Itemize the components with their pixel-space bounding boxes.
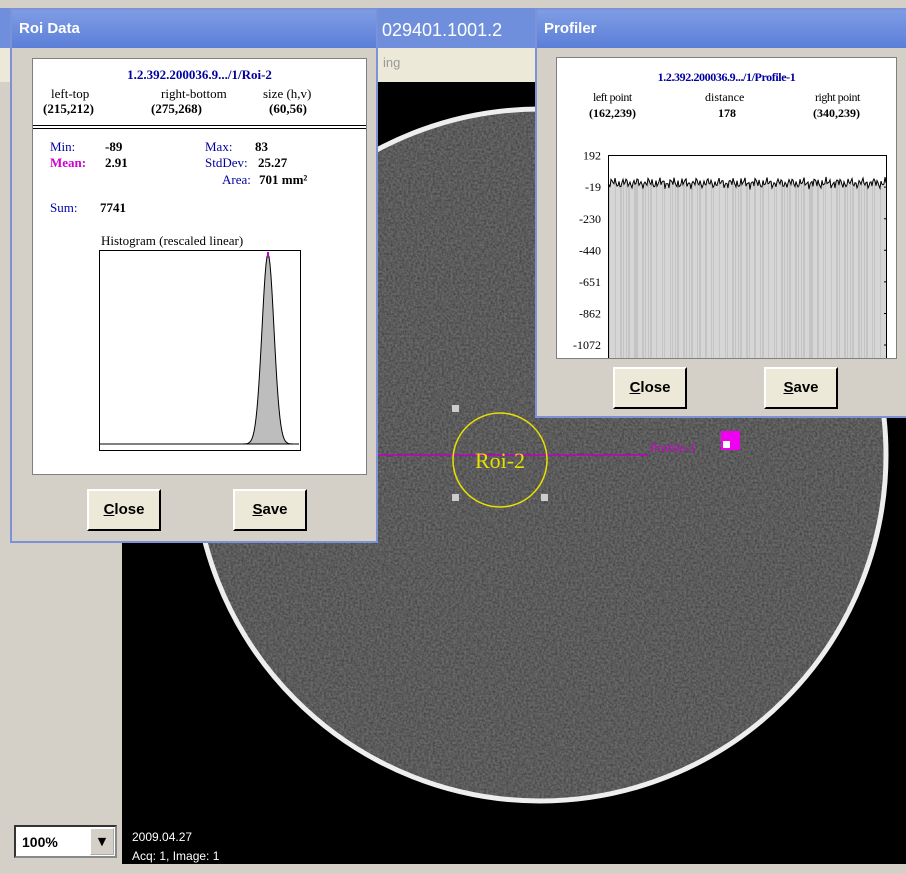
stat-label: Area: bbox=[222, 172, 251, 188]
column-label: distance bbox=[705, 90, 744, 105]
roi-handle[interactable] bbox=[541, 494, 548, 501]
menu-item[interactable]: ing bbox=[383, 55, 400, 70]
y-tick-label: -230 bbox=[579, 212, 601, 226]
column-label: size (h,v) bbox=[263, 86, 311, 102]
image-date: 2009.04.27 bbox=[132, 830, 192, 844]
screen: Roi-2 Profile-1 029401.1001.2 ing 100% ▼… bbox=[0, 0, 906, 874]
column-value: (162,239) bbox=[589, 106, 636, 121]
dropdown-arrow[interactable]: ▼ bbox=[90, 828, 114, 855]
y-tick-label: -651 bbox=[579, 275, 601, 289]
dialog-title: Profiler bbox=[544, 20, 597, 37]
stat-value: -89 bbox=[105, 139, 122, 155]
roi-handle[interactable] bbox=[452, 494, 459, 501]
stat-label: Mean: bbox=[50, 155, 86, 171]
roi-header: 1.2.392.200036.9.../1/Roi-2 bbox=[33, 67, 366, 83]
profile-header: 1.2.392.200036.9.../1/Profile-1 bbox=[557, 70, 896, 85]
close-button[interactable]: Close bbox=[87, 489, 161, 531]
roi-dialog: Roi Data 1.2.392.200036.9.../1/Roi-2 lef… bbox=[10, 8, 378, 543]
y-tick-label: -1072 bbox=[573, 338, 601, 352]
separator bbox=[33, 125, 366, 129]
save-button[interactable]: Save bbox=[764, 367, 838, 409]
column-label: left-top bbox=[51, 86, 89, 102]
column-label: left point bbox=[593, 90, 632, 105]
stat-value: 2.91 bbox=[105, 155, 128, 171]
column-value: 178 bbox=[718, 106, 736, 121]
stat-value: 701 mm² bbox=[259, 172, 307, 188]
column-value: (340,239) bbox=[813, 106, 860, 121]
profile-handle-inner bbox=[723, 441, 730, 448]
column-label: right-bottom bbox=[161, 86, 227, 102]
stat-label: Max: bbox=[205, 139, 232, 155]
dialog-title: Roi Data bbox=[19, 20, 80, 37]
zoom-combo[interactable]: 100% ▼ bbox=[14, 825, 117, 858]
histogram bbox=[99, 250, 301, 451]
stat-value: 7741 bbox=[100, 200, 126, 216]
roi-panel: 1.2.392.200036.9.../1/Roi-2 left-top (21… bbox=[32, 58, 367, 475]
column-value: (275,268) bbox=[151, 101, 202, 117]
y-tick-label: -440 bbox=[579, 243, 601, 257]
stat-value: 25.27 bbox=[258, 155, 287, 171]
stat-label: StdDev: bbox=[205, 155, 248, 171]
stat-label: Min: bbox=[50, 139, 75, 155]
column-label: right point bbox=[815, 90, 860, 105]
y-tick-label: 192 bbox=[583, 149, 601, 163]
column-value: (60,56) bbox=[269, 101, 307, 117]
roi-label: Roi-2 bbox=[475, 448, 525, 473]
column-value: (215,212) bbox=[43, 101, 94, 117]
title-bar: Roi Data bbox=[12, 10, 376, 48]
histogram-title: Histogram (rescaled linear) bbox=[101, 233, 243, 249]
stat-label: Sum: bbox=[50, 200, 77, 216]
image-info: Acq: 1, Image: 1 bbox=[132, 849, 219, 863]
stat-value: 83 bbox=[255, 139, 268, 155]
y-tick-label: -862 bbox=[579, 307, 601, 321]
profile-panel: 1.2.392.200036.9.../1/Profile-1 left poi… bbox=[556, 57, 897, 359]
profile-label: Profile-1 bbox=[650, 440, 696, 455]
profiler-dialog: Profiler 1.2.392.200036.9.../1/Profile-1… bbox=[535, 8, 906, 418]
zoom-value: 100% bbox=[22, 834, 58, 850]
roi-handle[interactable] bbox=[452, 405, 459, 412]
main-title: 029401.1001.2 bbox=[382, 20, 502, 41]
title-bar: Profiler bbox=[537, 10, 906, 48]
close-button[interactable]: Close bbox=[613, 367, 687, 409]
profile-graph: 192 -19 -230 -440 -651 -862 -1072 bbox=[557, 148, 896, 358]
y-tick-label: -19 bbox=[585, 180, 601, 194]
save-button[interactable]: Save bbox=[233, 489, 307, 531]
